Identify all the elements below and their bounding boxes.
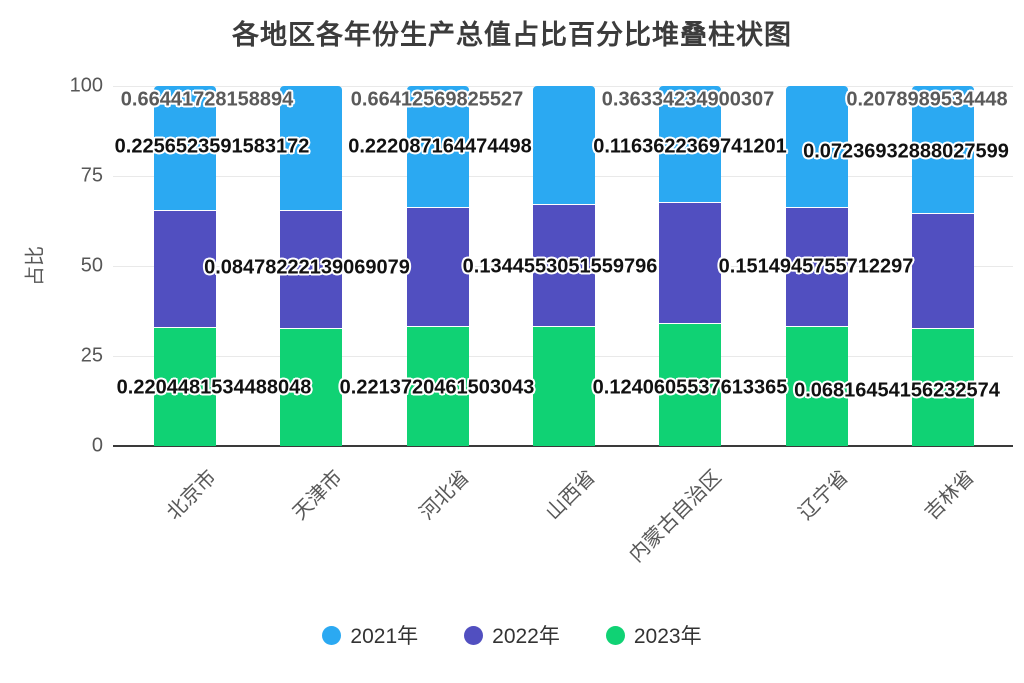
bar-4-segment-2021年[interactable] xyxy=(659,86,722,202)
value-label: 0.66412569825527 xyxy=(350,88,524,111)
bar-segment-gap xyxy=(406,205,469,208)
value-label: 0.1163622369741201 xyxy=(593,135,787,158)
value-label: 0.07236932888027599 xyxy=(803,140,1009,163)
bar-2-segment-2023年[interactable] xyxy=(406,326,469,446)
y-tick-label: 50 xyxy=(80,254,103,277)
value-label: 0.1240605537613365 xyxy=(592,376,788,399)
bar-segment-gap xyxy=(154,208,217,211)
x-category-label: 吉林省 xyxy=(920,466,979,525)
bar-1-segment-2021年[interactable] xyxy=(280,86,343,210)
value-label: 0.2213720461503043 xyxy=(339,376,535,399)
x-category-label: 辽宁省 xyxy=(794,466,853,525)
legend: 2021年 2022年 2023年 xyxy=(0,618,1024,652)
legend-item-2022年[interactable]: 2022年 xyxy=(464,620,560,650)
x-axis-line xyxy=(113,445,1013,447)
bar-segment-gap xyxy=(911,212,974,215)
bar-5-segment-2022年[interactable] xyxy=(785,206,848,327)
value-label: 0.2078989534448 xyxy=(846,88,1008,111)
value-label: 0.66441728158894 xyxy=(120,88,294,111)
legend-item-label: 2023年 xyxy=(633,625,702,648)
legend-dot-icon xyxy=(605,625,625,645)
value-label: 0.1344553051559796 xyxy=(462,255,658,278)
bar-segment-gap xyxy=(154,325,217,328)
x-category-label: 河北省 xyxy=(415,466,474,525)
value-label: 0.08478222139069079 xyxy=(204,256,410,279)
bar-5-segment-2021年[interactable] xyxy=(785,86,848,207)
bar-1-segment-2022年[interactable] xyxy=(280,209,343,328)
bar-segment-gap xyxy=(406,325,469,328)
x-category-label: 内蒙古自治区 xyxy=(625,466,727,567)
legend-dot-icon xyxy=(464,625,484,645)
value-label: 0.1514945755712297 xyxy=(718,255,914,278)
bar-2-segment-2021年[interactable] xyxy=(406,86,469,207)
bar-segment-gap xyxy=(785,325,848,328)
bar-segment-gap xyxy=(659,200,722,203)
bar-4-segment-2023年[interactable] xyxy=(659,322,722,446)
chart-title: 各地区各年份生产总值占比百分比堆叠柱状图 xyxy=(232,20,792,50)
y-tick-label: 25 xyxy=(80,344,103,367)
legend-item-2021年[interactable]: 2021年 xyxy=(322,620,418,650)
bar-3-segment-2021年[interactable] xyxy=(533,86,596,205)
y-tick-label: 75 xyxy=(80,164,103,187)
bar-0-segment-2023年[interactable] xyxy=(154,326,217,446)
value-label: 0.222087164474498 xyxy=(348,135,532,158)
value-label: 0.06816454156232574 xyxy=(794,379,1000,402)
y-tick-label: 0 xyxy=(91,434,103,457)
bar-6-segment-2022年[interactable] xyxy=(911,213,974,329)
bar-5-segment-2023年[interactable] xyxy=(785,326,848,446)
x-category-label: 天津市 xyxy=(289,466,348,525)
bar-0-segment-2022年[interactable] xyxy=(154,209,217,327)
bar-segment-gap xyxy=(533,325,596,328)
bar-3-segment-2022年[interactable] xyxy=(533,204,596,327)
y-axis-title: 占比 xyxy=(24,246,47,286)
x-category-label: 山西省 xyxy=(541,466,600,525)
bar-segment-gap xyxy=(659,321,722,324)
bar-segment-gap xyxy=(533,203,596,206)
legend-item-label: 2022年 xyxy=(492,625,560,648)
bar-segment-gap xyxy=(280,208,343,211)
legend-item-label: 2021年 xyxy=(350,625,419,648)
bar-3-segment-2023年[interactable] xyxy=(533,326,596,446)
bar-1-segment-2023年[interactable] xyxy=(280,327,343,446)
bar-segment-gap xyxy=(280,326,343,329)
bar-6-segment-2021年[interactable] xyxy=(911,86,974,214)
legend-item-2023年[interactable]: 2023年 xyxy=(605,620,702,650)
y-tick-label: 100 xyxy=(69,74,103,97)
bar-6-segment-2023年[interactable] xyxy=(911,328,974,446)
legend-dot-icon xyxy=(322,625,342,645)
bar-0-segment-2021年[interactable] xyxy=(154,86,217,210)
bar-segment-gap xyxy=(911,327,974,330)
bar-segment-gap xyxy=(785,205,848,208)
value-label: 0.36334234900307 xyxy=(601,88,775,111)
value-label: 0.2204481534488048 xyxy=(116,376,312,399)
bar-2-segment-2022年[interactable] xyxy=(406,206,469,327)
bar-4-segment-2022年[interactable] xyxy=(659,201,722,323)
value-label: 0.2256523591583172 xyxy=(114,135,310,158)
x-category-label: 北京市 xyxy=(162,466,221,525)
